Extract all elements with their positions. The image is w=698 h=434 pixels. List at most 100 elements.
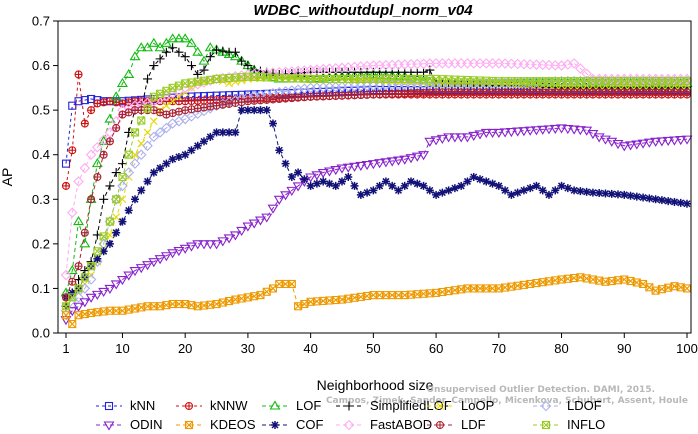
data-point-cof-8 <box>105 239 114 248</box>
y-tick-label-0.6: 0.6 <box>32 58 50 73</box>
data-point-lof-22 <box>192 46 204 56</box>
data-point-odin-10 <box>116 275 128 286</box>
data-point-odin-57 <box>411 152 423 162</box>
data-point-cof-2 <box>68 288 77 297</box>
data-point-odin-44 <box>330 166 342 176</box>
data-point-odin-83 <box>574 126 586 136</box>
data-point-cof-93 <box>639 193 648 202</box>
data-point-odin-99 <box>675 136 687 146</box>
data-point-cof-53 <box>388 181 397 190</box>
data-point-cof-66 <box>469 173 478 181</box>
data-point-odin-20 <box>179 244 191 254</box>
data-point-kdeos-1 <box>61 311 71 320</box>
data-point-ldf-9 <box>112 123 121 133</box>
data-point-cof-28 <box>231 128 240 137</box>
data-point-loop-17 <box>162 101 171 110</box>
data-point-cof-64 <box>457 181 466 190</box>
data-point-odin-98 <box>668 136 680 146</box>
data-point-odin-95 <box>650 137 662 147</box>
data-point-odin-93 <box>637 139 649 149</box>
data-point-cof-33 <box>262 106 271 115</box>
data-point-lof-23 <box>198 55 210 65</box>
data-point-cof-56 <box>407 177 415 186</box>
legend-marker-knn <box>104 401 114 411</box>
data-point-lof-18 <box>167 33 179 43</box>
data-point-cof-20 <box>181 150 190 159</box>
data-point-cof-58 <box>419 181 428 190</box>
data-point-odin-65 <box>461 133 473 143</box>
data-point-odin-67 <box>474 130 486 140</box>
data-point-cof-68 <box>482 177 491 186</box>
data-point-simplifiedlof-21 <box>186 61 196 71</box>
data-point-odin-34 <box>267 204 279 214</box>
data-point-cof-72 <box>507 190 516 199</box>
data-point-cof-43 <box>325 179 334 188</box>
data-point-cof-18 <box>168 155 177 164</box>
data-point-loop-18 <box>168 97 177 106</box>
data-point-cof-26 <box>218 128 227 137</box>
series-ldf <box>61 88 692 302</box>
data-point-cof-75 <box>526 184 535 193</box>
data-point-lof-49 <box>361 69 373 79</box>
data-point-odin-68 <box>480 128 492 138</box>
data-point-ldf-3 <box>74 262 83 271</box>
watermark-line-2: Campos, Zimek, Sander, Campello, Micenko… <box>326 396 688 406</box>
data-point-odin-47 <box>349 162 361 172</box>
data-point-ldof-13 <box>135 149 147 160</box>
legend-label-inflo: INFLO <box>567 417 605 432</box>
data-point-simplifiedlof-8 <box>105 181 115 191</box>
data-point-cof-42 <box>319 177 328 186</box>
legend-label-knnw: kNNW <box>210 398 248 413</box>
data-point-knn-5 <box>87 94 96 104</box>
legend-marker-ldf <box>435 420 445 430</box>
data-point-cof-19 <box>174 152 183 161</box>
data-point-inflo-14 <box>143 104 152 113</box>
data-point-odin-53 <box>386 157 398 167</box>
data-point-odin-42 <box>317 168 329 179</box>
data-point-simplifiedlof-23 <box>199 65 209 75</box>
legend-marker-cof <box>271 421 279 429</box>
data-point-cof-55 <box>400 181 409 190</box>
legend-item-inflo: INFLO <box>533 417 605 432</box>
legend-item-odin: ODIN <box>96 417 163 432</box>
x-tick-label-40: 40 <box>303 341 317 356</box>
data-point-simplifiedlof-28 <box>230 47 240 57</box>
x-tick-label-1: 1 <box>62 341 69 356</box>
data-point-cof-24 <box>206 132 215 141</box>
series-cof <box>62 106 691 302</box>
data-point-lof-20 <box>179 33 191 43</box>
data-point-lof-11 <box>123 68 135 79</box>
data-point-ldf-2 <box>68 277 77 286</box>
data-point-odin-41 <box>311 171 323 181</box>
data-point-ldof-17 <box>161 122 172 134</box>
data-point-odin-26 <box>217 237 229 247</box>
legend-label-loop: LoOP <box>461 398 494 413</box>
data-point-cof-77 <box>538 186 547 195</box>
data-point-cof-7 <box>99 247 108 256</box>
data-point-odin-18 <box>167 249 179 259</box>
legend-item-knnw: kNNW <box>176 398 248 413</box>
data-point-odin-12 <box>129 267 141 277</box>
data-point-inflo-3 <box>74 284 83 293</box>
data-point-kdeos-2 <box>68 320 77 329</box>
legend-label-lof: LOF <box>296 398 321 413</box>
data-point-knnw-11 <box>124 98 133 107</box>
data-point-lof-9 <box>110 91 122 101</box>
y-tick-label-0: 0.0 <box>32 326 50 341</box>
data-point-cof-38 <box>294 168 303 177</box>
data-point-odin-79 <box>549 124 561 134</box>
data-point-simplifiedlof-59 <box>425 65 435 75</box>
data-point-cof-59 <box>425 186 434 195</box>
data-point-lof-13 <box>135 42 147 52</box>
data-point-odin-50 <box>367 160 379 170</box>
data-point-odin-58 <box>418 151 430 161</box>
data-point-cof-14 <box>143 177 152 186</box>
legend-marker-fastabod <box>343 419 355 431</box>
data-point-simplifiedlof-9 <box>111 168 121 178</box>
legend-marker-lof <box>269 400 281 410</box>
data-point-odin-37 <box>286 186 298 196</box>
data-point-odin-74 <box>518 127 530 137</box>
data-point-odin-21 <box>185 242 197 252</box>
data-point-knnw-6 <box>93 99 102 108</box>
data-point-fastabod-80 <box>556 60 567 71</box>
